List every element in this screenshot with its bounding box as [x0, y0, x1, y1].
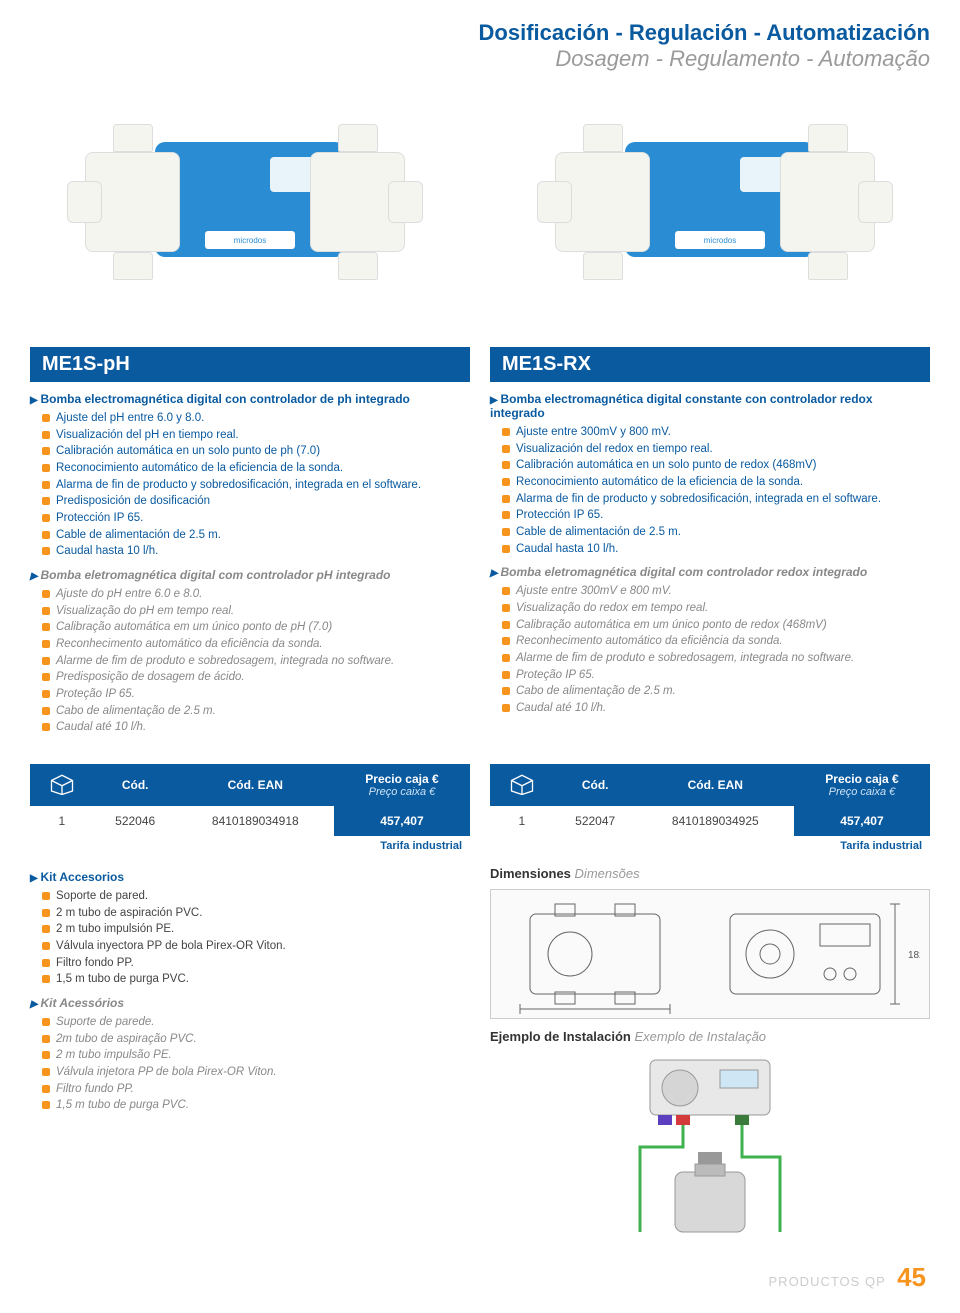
- table-row: 1 522046 8410189034918 457,407: [30, 806, 470, 836]
- left-sec1-list: Ajuste del pH entre 6.0 y 8.0.Visualizac…: [42, 410, 470, 560]
- th-ean: Cód. EAN: [177, 764, 334, 806]
- price-table-right: Cód. Cód. EAN Precio caja €Preço caixa €…: [490, 764, 930, 836]
- install-diagram: [580, 1052, 840, 1242]
- right-column: ME1S-RX Bomba electromagnética digital c…: [490, 347, 930, 744]
- list-item: Válvula inyectora PP de bola Pirex-OR Vi…: [42, 938, 470, 955]
- list-item: Cable de alimentación de 2.5 m.: [42, 527, 470, 544]
- list-item: Filtro fondo PP.: [42, 955, 470, 972]
- list-item: Protección IP 65.: [42, 510, 470, 527]
- page-header: Dosificación - Regulación - Automatizaci…: [30, 20, 930, 72]
- table-col-left: Cód. Cód. EAN Precio caja €Preço caixa €…: [30, 764, 470, 1242]
- th-cod: Cód.: [554, 764, 637, 806]
- header-title-pt: Dosagem - Regulamento - Automação: [30, 46, 930, 72]
- list-item: Predisposición de dosificación: [42, 493, 470, 510]
- list-item: Suporte de parede.: [42, 1014, 470, 1031]
- right-sec2-title: Bomba eletromagnética digital com contro…: [490, 565, 930, 579]
- box-icon: [48, 773, 76, 795]
- left-sec1-title: Bomba electromagnética digital con contr…: [30, 392, 470, 406]
- list-item: Caudal hasta 10 l/h.: [502, 541, 930, 558]
- list-item: 1,5 m tubo de purga PVC.: [42, 1097, 470, 1114]
- list-item: Filtro fundo PP.: [42, 1081, 470, 1098]
- list-item: Reconhecimento automático da eficiência …: [502, 633, 930, 650]
- list-item: 2m tubo de aspiração PVC.: [42, 1031, 470, 1048]
- list-item: Caudal hasta 10 l/h.: [42, 543, 470, 560]
- th-box-icon: [490, 764, 554, 806]
- list-item: Calibración automática en un solo punto …: [502, 457, 930, 474]
- th-cod: Cód.: [94, 764, 177, 806]
- list-item: Caudal até 10 l/h.: [42, 719, 470, 736]
- list-item: Proteção IP 65.: [42, 686, 470, 703]
- list-item: Reconocimiento automático de la eficienc…: [42, 460, 470, 477]
- list-item: Cabo de alimentação de 2.5 m.: [42, 703, 470, 720]
- product-image-left: microdos: [55, 87, 435, 317]
- list-item: 2 m tubo de aspiración PVC.: [42, 905, 470, 922]
- kit-pt-title: Kit Acessórios: [30, 996, 470, 1010]
- list-item: Visualización del redox en tiempo real.: [502, 441, 930, 458]
- product-images-row: microdos microdos: [30, 87, 930, 317]
- list-item: Visualización del pH en tiempo real.: [42, 427, 470, 444]
- list-item: Ajuste do pH entre 6.0 e 8.0.: [42, 586, 470, 603]
- tarifa-right: Tarifa industrial: [490, 836, 930, 856]
- list-item: Calibração automática em um único ponto …: [502, 617, 930, 634]
- table-col-right: Cód. Cód. EAN Precio caja €Preço caixa €…: [490, 764, 930, 1242]
- list-item: Alarme de fim de produto e sobredosagem,…: [42, 653, 470, 670]
- th-ean: Cód. EAN: [637, 764, 794, 806]
- list-item: Visualização do pH em tempo real.: [42, 603, 470, 620]
- list-item: Protección IP 65.: [502, 507, 930, 524]
- right-sec1-list: Ajuste entre 300mV y 800 mV.Visualizació…: [502, 424, 930, 557]
- list-item: Visualização do redox em tempo real.: [502, 600, 930, 617]
- left-column: ME1S-pH Bomba electromagnética digital c…: [30, 347, 470, 744]
- list-item: Alarma de fin de producto y sobredosific…: [502, 491, 930, 508]
- product-image-right: microdos: [525, 87, 905, 317]
- list-item: Ajuste entre 300mV y 800 mV.: [502, 424, 930, 441]
- list-item: Predisposição de dosagem de ácido.: [42, 669, 470, 686]
- list-item: 1,5 m tubo de purga PVC.: [42, 971, 470, 988]
- footer-label: PRODUCTOS QP: [769, 1274, 886, 1289]
- list-item: Alarme de fim de produto e sobredosagem,…: [502, 650, 930, 667]
- kit-es-list: Soporte de pared.2 m tubo de aspiración …: [42, 888, 470, 988]
- list-item: Ajuste entre 300mV e 800 mV.: [502, 583, 930, 600]
- list-item: Reconocimiento automático de la eficienc…: [502, 474, 930, 491]
- list-item: Caudal até 10 l/h.: [502, 700, 930, 717]
- list-item: Válvula injetora PP de bola Pirex-OR Vit…: [42, 1064, 470, 1081]
- install-title: Ejemplo de Instalación Exemplo de Instal…: [490, 1029, 930, 1044]
- th-price: Precio caja €Preço caixa €: [334, 764, 470, 806]
- list-item: Alarma de fin de producto y sobredosific…: [42, 477, 470, 494]
- list-item: 2 m tubo impulsão PE.: [42, 1047, 470, 1064]
- tarifa-left: Tarifa industrial: [30, 836, 470, 856]
- left-sec2-list: Ajuste do pH entre 6.0 e 8.0.Visualizaçã…: [42, 586, 470, 736]
- svg-text:182,8: 182,8: [908, 950, 920, 961]
- table-row: 1 522047 8410189034925 457,407: [490, 806, 930, 836]
- dimensions-diagram: 157 182,8: [490, 889, 930, 1019]
- kit-es-title: Kit Accesorios: [30, 870, 470, 884]
- list-item: Ajuste del pH entre 6.0 y 8.0.: [42, 410, 470, 427]
- list-item: Calibração automática em um único ponto …: [42, 619, 470, 636]
- product-name-right: ME1S-RX: [490, 347, 930, 382]
- right-sec1-title: Bomba electromagnética digital constante…: [490, 392, 930, 420]
- list-item: Calibración automática en un solo punto …: [42, 443, 470, 460]
- header-title-es: Dosificación - Regulación - Automatizaci…: [30, 20, 930, 46]
- right-sec2-list: Ajuste entre 300mV e 800 mV.Visualização…: [502, 583, 930, 716]
- list-item: Proteção IP 65.: [502, 667, 930, 684]
- list-item: Cable de alimentación de 2.5 m.: [502, 524, 930, 541]
- page-footer: PRODUCTOS QP 45: [30, 1262, 930, 1293]
- th-box-icon: [30, 764, 94, 806]
- box-icon: [508, 773, 536, 795]
- list-item: 2 m tubo impulsión PE.: [42, 921, 470, 938]
- dimensions-title: Dimensiones Dimensões: [490, 866, 930, 881]
- list-item: Reconhecimento automático da eficiência …: [42, 636, 470, 653]
- left-sec2-title: Bomba eletromagnética digital com contro…: [30, 568, 470, 582]
- product-name-left: ME1S-pH: [30, 347, 470, 382]
- price-table-left: Cód. Cód. EAN Precio caja €Preço caixa €…: [30, 764, 470, 836]
- list-item: Soporte de pared.: [42, 888, 470, 905]
- list-item: Cabo de alimentação de 2.5 m.: [502, 683, 930, 700]
- kit-pt-list: Suporte de parede.2m tubo de aspiração P…: [42, 1014, 470, 1114]
- th-price: Precio caja €Preço caixa €: [794, 764, 930, 806]
- footer-page: 45: [897, 1262, 926, 1293]
